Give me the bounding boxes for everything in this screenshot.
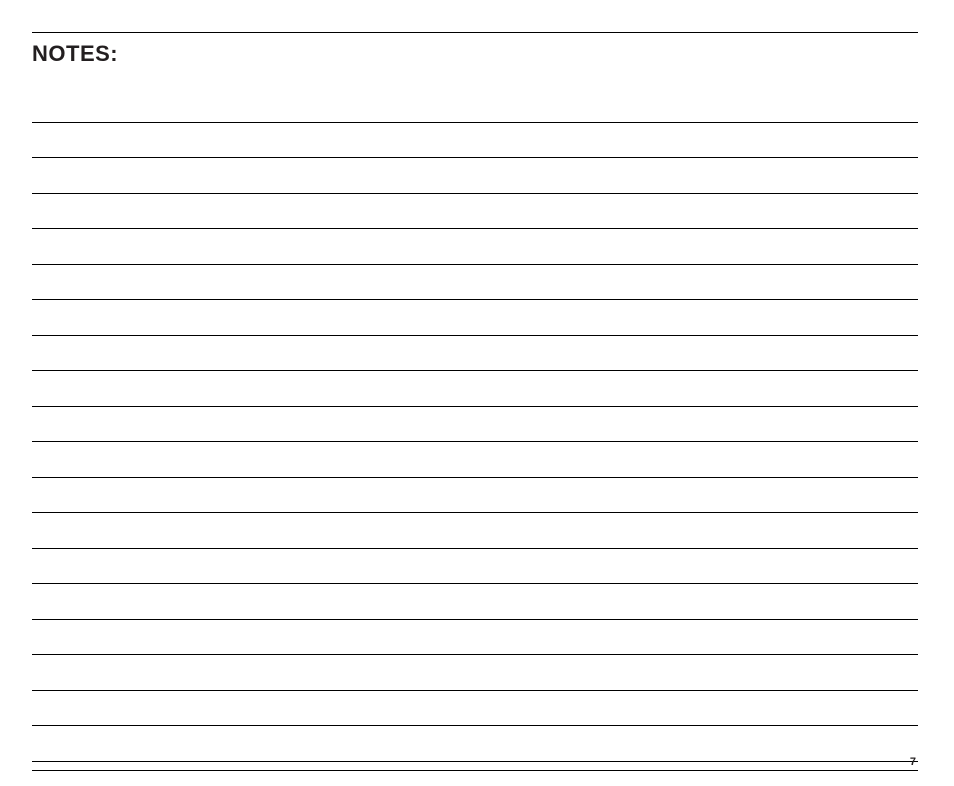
note-line [32, 229, 918, 265]
note-line [32, 620, 918, 656]
note-line [32, 265, 918, 301]
note-line [32, 87, 918, 123]
note-line [32, 478, 918, 514]
note-line [32, 513, 918, 549]
note-line [32, 442, 918, 478]
note-line [32, 584, 918, 620]
notes-page: NOTES: 7 [0, 0, 954, 786]
note-line [32, 158, 918, 194]
note-line [32, 336, 918, 372]
note-line [32, 691, 918, 727]
note-line [32, 407, 918, 443]
note-line [32, 549, 918, 585]
bottom-rule [32, 770, 918, 771]
page-number: 7 [910, 756, 916, 768]
note-line [32, 371, 918, 407]
note-line [32, 726, 918, 762]
note-line [32, 123, 918, 159]
note-line [32, 194, 918, 230]
page-title: NOTES: [32, 41, 918, 67]
note-line [32, 300, 918, 336]
top-rule [32, 32, 918, 33]
note-line [32, 655, 918, 691]
note-lines-area [32, 87, 918, 762]
